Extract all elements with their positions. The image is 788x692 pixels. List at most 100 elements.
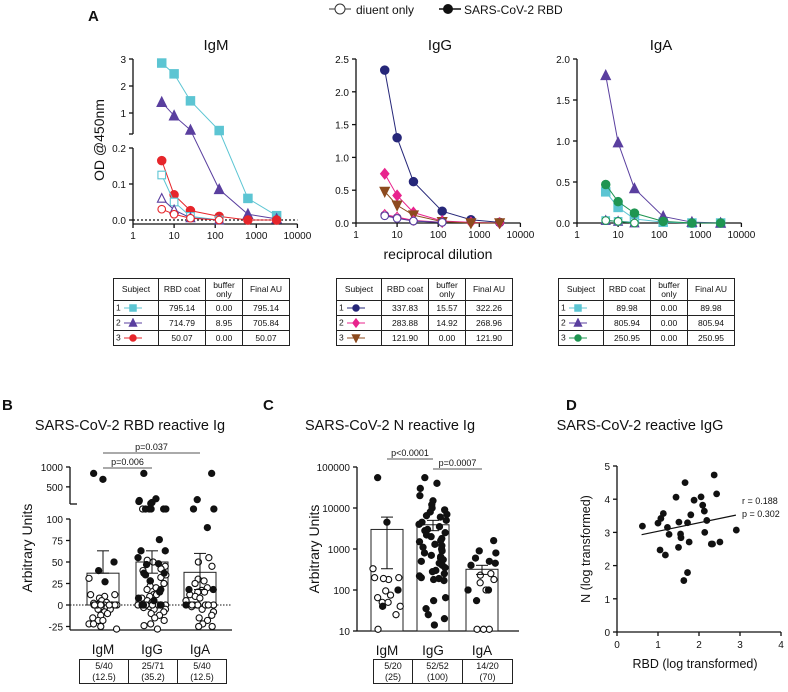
panel-b-dot-circle-marker (147, 620, 155, 628)
panel-c-dot-circle-marker (378, 602, 387, 610)
panel-a-igg-y-tick-label: 1.5 (335, 121, 349, 132)
table-header-cell: RBD coat (158, 278, 206, 301)
table-cell: 89.98 (603, 300, 651, 316)
panel-c-dot-circle-marker (443, 510, 451, 519)
panel-d-point (661, 551, 669, 559)
panel-a-igm-series-line (161, 160, 277, 221)
panel-c-dot-circle-marker (492, 549, 500, 557)
panel-b-dot-circle-marker (200, 588, 209, 596)
panel-b-dot-circle-marker (141, 505, 150, 513)
panel-a-igm-point-triangle-marker (168, 109, 180, 121)
panel-a-iga-x-tick-label: 1000 (689, 230, 712, 241)
panel-c-dot-circle-marker (428, 568, 437, 576)
panel-a-igm-point-circle-marker (157, 204, 167, 214)
table-row: 1 795.14 0.00 795.14 (113, 300, 290, 316)
panel-c-dot-circle-marker (491, 559, 499, 567)
panel-c-dot-circle-marker (427, 551, 435, 560)
open-circle-icon (334, 3, 346, 15)
panel-b-dot-circle-marker (155, 535, 164, 544)
panel-b-dot-circle-marker (110, 558, 118, 566)
panel-label-a: A (88, 8, 99, 25)
table-row: 3 50.07 0.00 50.07 (113, 330, 290, 346)
panel-b-dot-circle-marker (203, 616, 212, 625)
panel-c-dot-circle-marker (422, 605, 430, 613)
panel-c-dot-circle-marker (427, 533, 435, 541)
panel-c-dot-circle-marker (429, 596, 438, 605)
table-cell: 705.84 (242, 315, 290, 331)
panel-a-igg-y-tick-label: 1.0 (335, 153, 349, 164)
panel-a-igg-point-circle-marker (437, 217, 447, 227)
panel-a-iga-point-circle-marker (613, 196, 623, 207)
panel-a-igm-title: IgM (203, 37, 228, 54)
panel-b-dot-circle-marker (189, 505, 198, 513)
panel-a-igg-y-tick-label: 0.0 (335, 219, 349, 230)
panel-c-dot-circle-marker (394, 586, 402, 594)
panel-a-iga-x-tick-label: 1 (574, 230, 580, 241)
panel-d-y-tick-label: 3 (604, 528, 610, 539)
panel-a-igm-point-triangle-marker (156, 95, 168, 107)
panel-b-y-tick-label: 1000 (41, 463, 64, 474)
panel-a-iga-point-triangle-marker (612, 136, 624, 148)
panel-a-igm-y-tick-label: 1 (120, 109, 126, 120)
panel-c-dot-circle-marker (433, 479, 441, 487)
table-cell: 795.14 (242, 300, 290, 316)
panel-label-c: C (263, 397, 274, 414)
panel-d-point (697, 493, 705, 501)
subject-cell: 3 (558, 330, 604, 346)
table-header-cell: buffer only (428, 278, 466, 301)
subject-table-1: Subject RBD coat buffer only Final AU 1 795.… (113, 278, 290, 346)
panel-a-igm-x-tick-label: 10 (169, 231, 181, 242)
panel-d-x-tick-label: 1 (655, 640, 661, 651)
panel-a-igm-point-square-marker (169, 69, 179, 79)
panel-b-dot-circle-marker (157, 601, 165, 609)
panel-a-igg-point-triangle-down-marker (391, 200, 403, 212)
panel-d-point (659, 510, 667, 517)
table-cell: 805.94 (687, 315, 735, 331)
panel-b-dot-circle-marker (205, 554, 213, 562)
table-cell: 0.00 (205, 300, 243, 316)
table-cell: 250.95 (603, 330, 651, 346)
panel-b-dot-circle-marker (86, 591, 95, 599)
panel-c-dot-circle-marker (431, 540, 439, 548)
panel-b-dot-circle-marker (137, 547, 145, 555)
panel-b-y-tick-label: 0 (57, 601, 63, 612)
panel-b-y-tick-label: 25 (52, 580, 64, 591)
panel-b-dot-circle-marker (188, 601, 196, 609)
panel-c-dot-circle-marker (395, 574, 403, 582)
table-cell: 0.00 (205, 330, 243, 346)
table-square-marker (574, 304, 582, 312)
panel-b-y-tick-label: 500 (46, 483, 63, 494)
positivity-cell: 5/40 (12.5) (177, 660, 226, 683)
panel-c-dot-circle-marker (435, 523, 444, 531)
panel-d-point (672, 493, 680, 501)
table-header-cell: RBD coat (603, 278, 651, 301)
panel-c-dot-circle-marker (429, 575, 438, 584)
panel-a-iga-point-triangle-marker (628, 182, 641, 194)
panel-c-positivity-table: 5/20 (25) 52/52 (100) 14/20 (70) (373, 659, 513, 684)
subject-cell: 2 (113, 315, 159, 331)
panel-a-igm-point-circle-marker (271, 215, 282, 225)
table-triangle-marker (573, 317, 583, 327)
triangle-icon (124, 317, 143, 327)
panel-c-title: SARS-CoV-2 N reactive Ig (305, 418, 475, 434)
panel-a-igm-point-square-marker (243, 193, 253, 204)
subject-table-3: Subject RBD coat buffer only Final AU 1 89.9… (558, 278, 735, 346)
panel-c-dot-circle-marker (471, 554, 480, 562)
panel-b-dot-circle-marker (143, 585, 151, 594)
panel-c-dot-circle-marker (373, 594, 382, 602)
panel-a-iga-y-tick-label: 0.5 (556, 178, 570, 189)
panel-b-p-value: p=0.037 (135, 442, 168, 452)
panel-a-igg-x-tick-label: 10000 (506, 230, 534, 241)
table-header-cell: Final AU (242, 278, 290, 301)
panel-d-xlabel: RBD (log transformed) (632, 657, 757, 671)
panel-b-dot-circle-marker (105, 601, 113, 609)
panel-a-igm-point-square-marker (156, 58, 167, 68)
panel-d-point (680, 577, 688, 584)
panel-c-y-tick-label: 100000 (317, 463, 351, 474)
panel-a-igm-point-circle-marker (169, 209, 179, 219)
panel-b-dot-circle-marker (151, 614, 159, 622)
panel-a-igg-point-circle-marker (392, 214, 402, 223)
table-triangle-marker (128, 317, 138, 327)
panel-c-y-tick-label: 10000 (322, 504, 350, 515)
panel-c-dot-circle-marker (475, 547, 483, 555)
